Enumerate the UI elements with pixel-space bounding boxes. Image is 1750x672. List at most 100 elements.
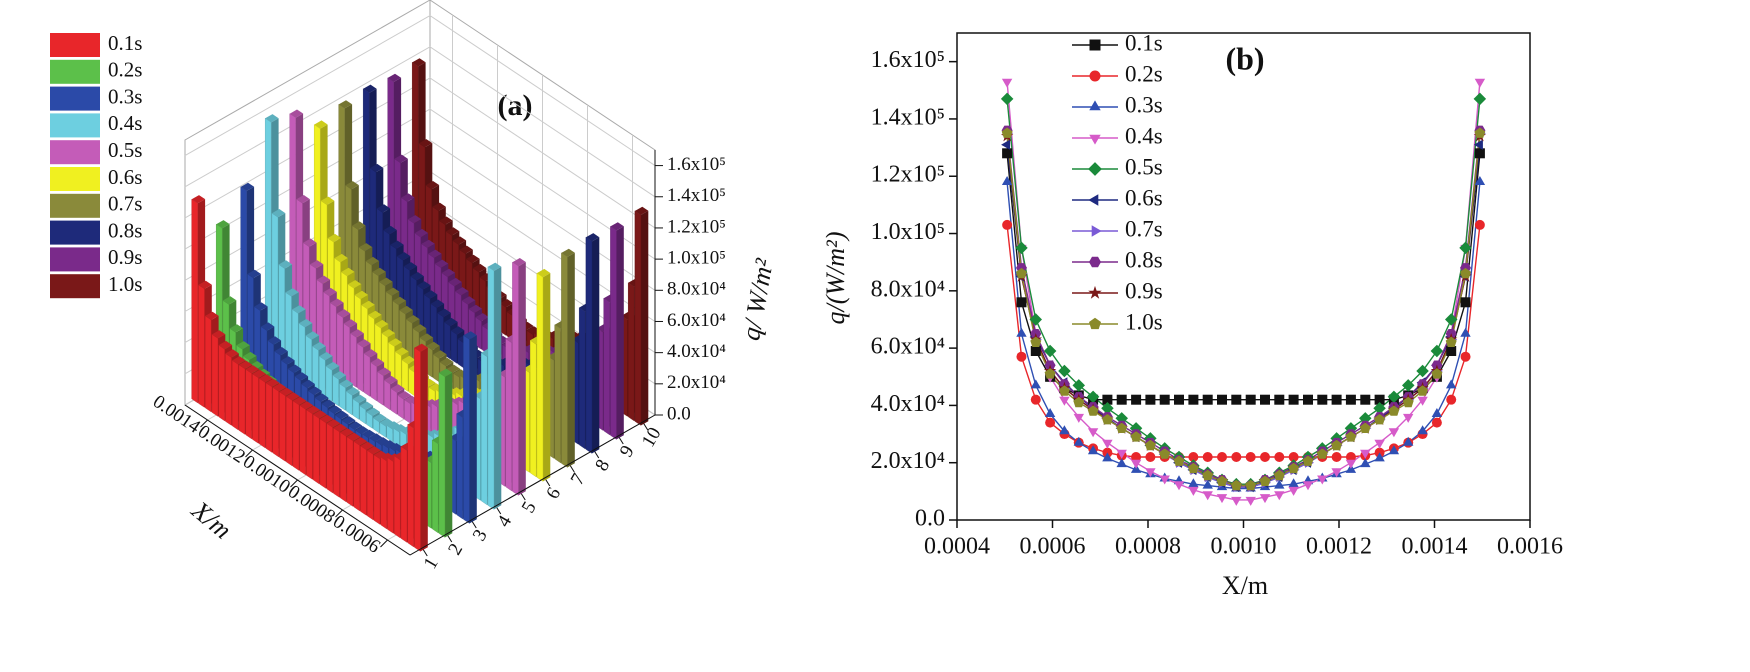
marker (1001, 176, 1013, 185)
bar-top (292, 305, 306, 314)
x-tick-label: 0.0010 (1211, 534, 1277, 560)
bar-top (347, 280, 362, 289)
marker (1116, 449, 1127, 459)
marker (1130, 459, 1142, 469)
bar-top (383, 225, 397, 235)
legend-swatch (50, 86, 100, 111)
legend-label: 0.4s (108, 111, 142, 135)
bar-top (399, 305, 413, 315)
marker (1230, 479, 1242, 491)
bar-face (353, 441, 360, 512)
bar-top (335, 410, 349, 420)
y-tick-label: 8 (591, 456, 614, 475)
y-tick-label: 4.0x10⁴ (871, 391, 945, 417)
marker (1116, 422, 1128, 433)
bar-face (561, 252, 568, 468)
bar-face (326, 423, 333, 494)
bar-top (265, 114, 279, 123)
bar-side (592, 237, 600, 454)
bar-face (265, 382, 273, 453)
bar-top (384, 375, 398, 385)
y-axis-label: q/(W/m²) (821, 232, 850, 325)
marker (1274, 394, 1285, 405)
bar-top (346, 432, 361, 441)
x-tick-label: 0.0014 (1402, 534, 1468, 560)
marker (1360, 394, 1371, 405)
marker (1002, 219, 1013, 230)
bar-top (367, 446, 381, 455)
marker (1016, 267, 1027, 279)
bar-top (375, 437, 390, 446)
bar-face (512, 261, 519, 496)
marker (1288, 394, 1299, 405)
bar-top (380, 452, 395, 462)
bar-top (386, 421, 401, 430)
bar-face (397, 394, 404, 420)
tick-mark (290, 479, 298, 488)
marker (1091, 225, 1102, 237)
tick-mark (200, 419, 208, 428)
bar-top (392, 296, 407, 305)
marker (1130, 431, 1142, 442)
marker (1359, 422, 1371, 433)
marker (1043, 344, 1057, 358)
marker (1474, 78, 1486, 88)
bar-top (272, 383, 287, 392)
bar-face (487, 266, 495, 510)
bar-top (296, 195, 310, 204)
bar-top (247, 269, 261, 279)
marker (1202, 479, 1213, 489)
marker (1188, 478, 1199, 488)
marker (1058, 364, 1071, 378)
marker (1087, 405, 1099, 416)
legend-swatch (50, 220, 100, 245)
bar-face (401, 359, 409, 392)
bar-top (332, 371, 347, 380)
marker (1345, 459, 1357, 469)
bar-top (319, 414, 334, 423)
marker (1088, 162, 1102, 176)
marker (1188, 486, 1199, 496)
marker (1331, 394, 1342, 405)
bar-top (381, 329, 396, 338)
y-tick-label: 2.0x10⁴ (871, 448, 945, 474)
bar-top (198, 280, 212, 289)
marker (1089, 256, 1101, 268)
bar-face (343, 323, 350, 384)
bar-top (245, 365, 260, 374)
marker (1202, 469, 1214, 481)
bar-top (410, 272, 424, 281)
z-tick-label: 6.0x10⁴ (667, 310, 726, 331)
y-tick-label: 8.0x10⁴ (871, 276, 945, 302)
bar-top (390, 384, 405, 393)
bar-face (438, 372, 446, 538)
marker (1174, 394, 1184, 405)
bar-top (274, 347, 288, 356)
marker (1302, 455, 1314, 466)
marker (1374, 414, 1386, 425)
marker (1159, 448, 1171, 459)
bar-top (396, 252, 411, 261)
bar-top (303, 238, 317, 247)
legend-label: 0.4s (1125, 123, 1163, 148)
bar-top (309, 260, 324, 269)
marker (1317, 475, 1328, 485)
bar (438, 368, 453, 538)
y-tick-label: 2 (444, 540, 467, 559)
bar-face (450, 330, 458, 364)
bar-top (428, 249, 442, 258)
bar-top (406, 315, 420, 324)
marker (1016, 327, 1027, 337)
bar-top (407, 215, 422, 224)
bar-face (585, 236, 593, 454)
bar-top (368, 433, 383, 442)
bar-top (314, 120, 328, 129)
bar-face (433, 354, 440, 383)
legend-swatch (50, 247, 100, 272)
legend-swatch (50, 167, 100, 191)
bar-side (543, 273, 551, 482)
bar-top (360, 441, 374, 450)
bar-face (367, 450, 374, 521)
bar-top (363, 84, 377, 93)
bar-face (211, 334, 219, 417)
